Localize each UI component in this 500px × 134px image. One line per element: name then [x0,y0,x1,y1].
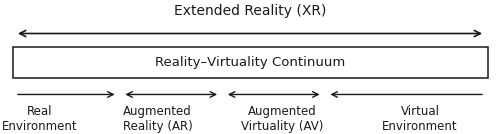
Text: Virtual
Environment: Virtual Environment [382,105,458,133]
Text: Augmented
Reality (AR): Augmented Reality (AR) [122,105,192,133]
FancyBboxPatch shape [12,47,488,78]
Text: Augmented
Virtuality (AV): Augmented Virtuality (AV) [242,105,324,133]
Text: Reality–Virtuality Continuum: Reality–Virtuality Continuum [155,56,345,69]
Text: Extended Reality (XR): Extended Reality (XR) [174,4,326,18]
Text: Real
Environment: Real Environment [2,105,78,133]
